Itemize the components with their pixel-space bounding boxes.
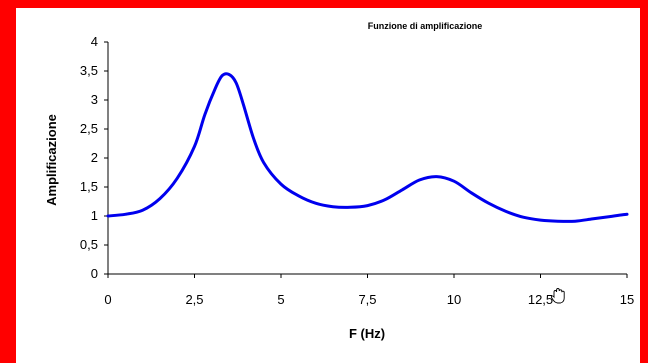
x-tick-label: 15 [620,292,634,307]
x-tick-label: 5 [277,292,284,307]
y-tick-labels: 0 0,5 1 1,5 2 2,5 3 3,5 4 [80,34,108,281]
x-tick-label: 2,5 [185,292,203,307]
y-tick-label: 3 [91,92,98,107]
amplification-series-line [106,72,629,223]
x-tick-label: 12,5 [528,292,553,307]
y-tick-label: 0,5 [80,237,98,252]
y-tick-label: 0 [91,266,98,281]
x-tick-labels: 0 2,5 5 7,5 10 12,5 15 [104,274,634,307]
y-tick-label: 2,5 [80,121,98,136]
y-tick-label: 1,5 [80,179,98,194]
y-tick-label: 3,5 [80,63,98,78]
hand-cursor-icon [550,288,565,304]
x-axis-title: F (Hz) [349,326,385,341]
x-tick-label: 7,5 [358,292,376,307]
y-axis-title: Amplificazione [44,114,59,206]
x-tick-label: 10 [447,292,461,307]
x-tick-label: 0 [104,292,111,307]
y-tick-label: 1 [91,208,98,223]
y-tick-label: 4 [91,34,98,49]
y-tick-label: 2 [91,150,98,165]
chart-title: Funzione di amplificazione [368,21,483,31]
